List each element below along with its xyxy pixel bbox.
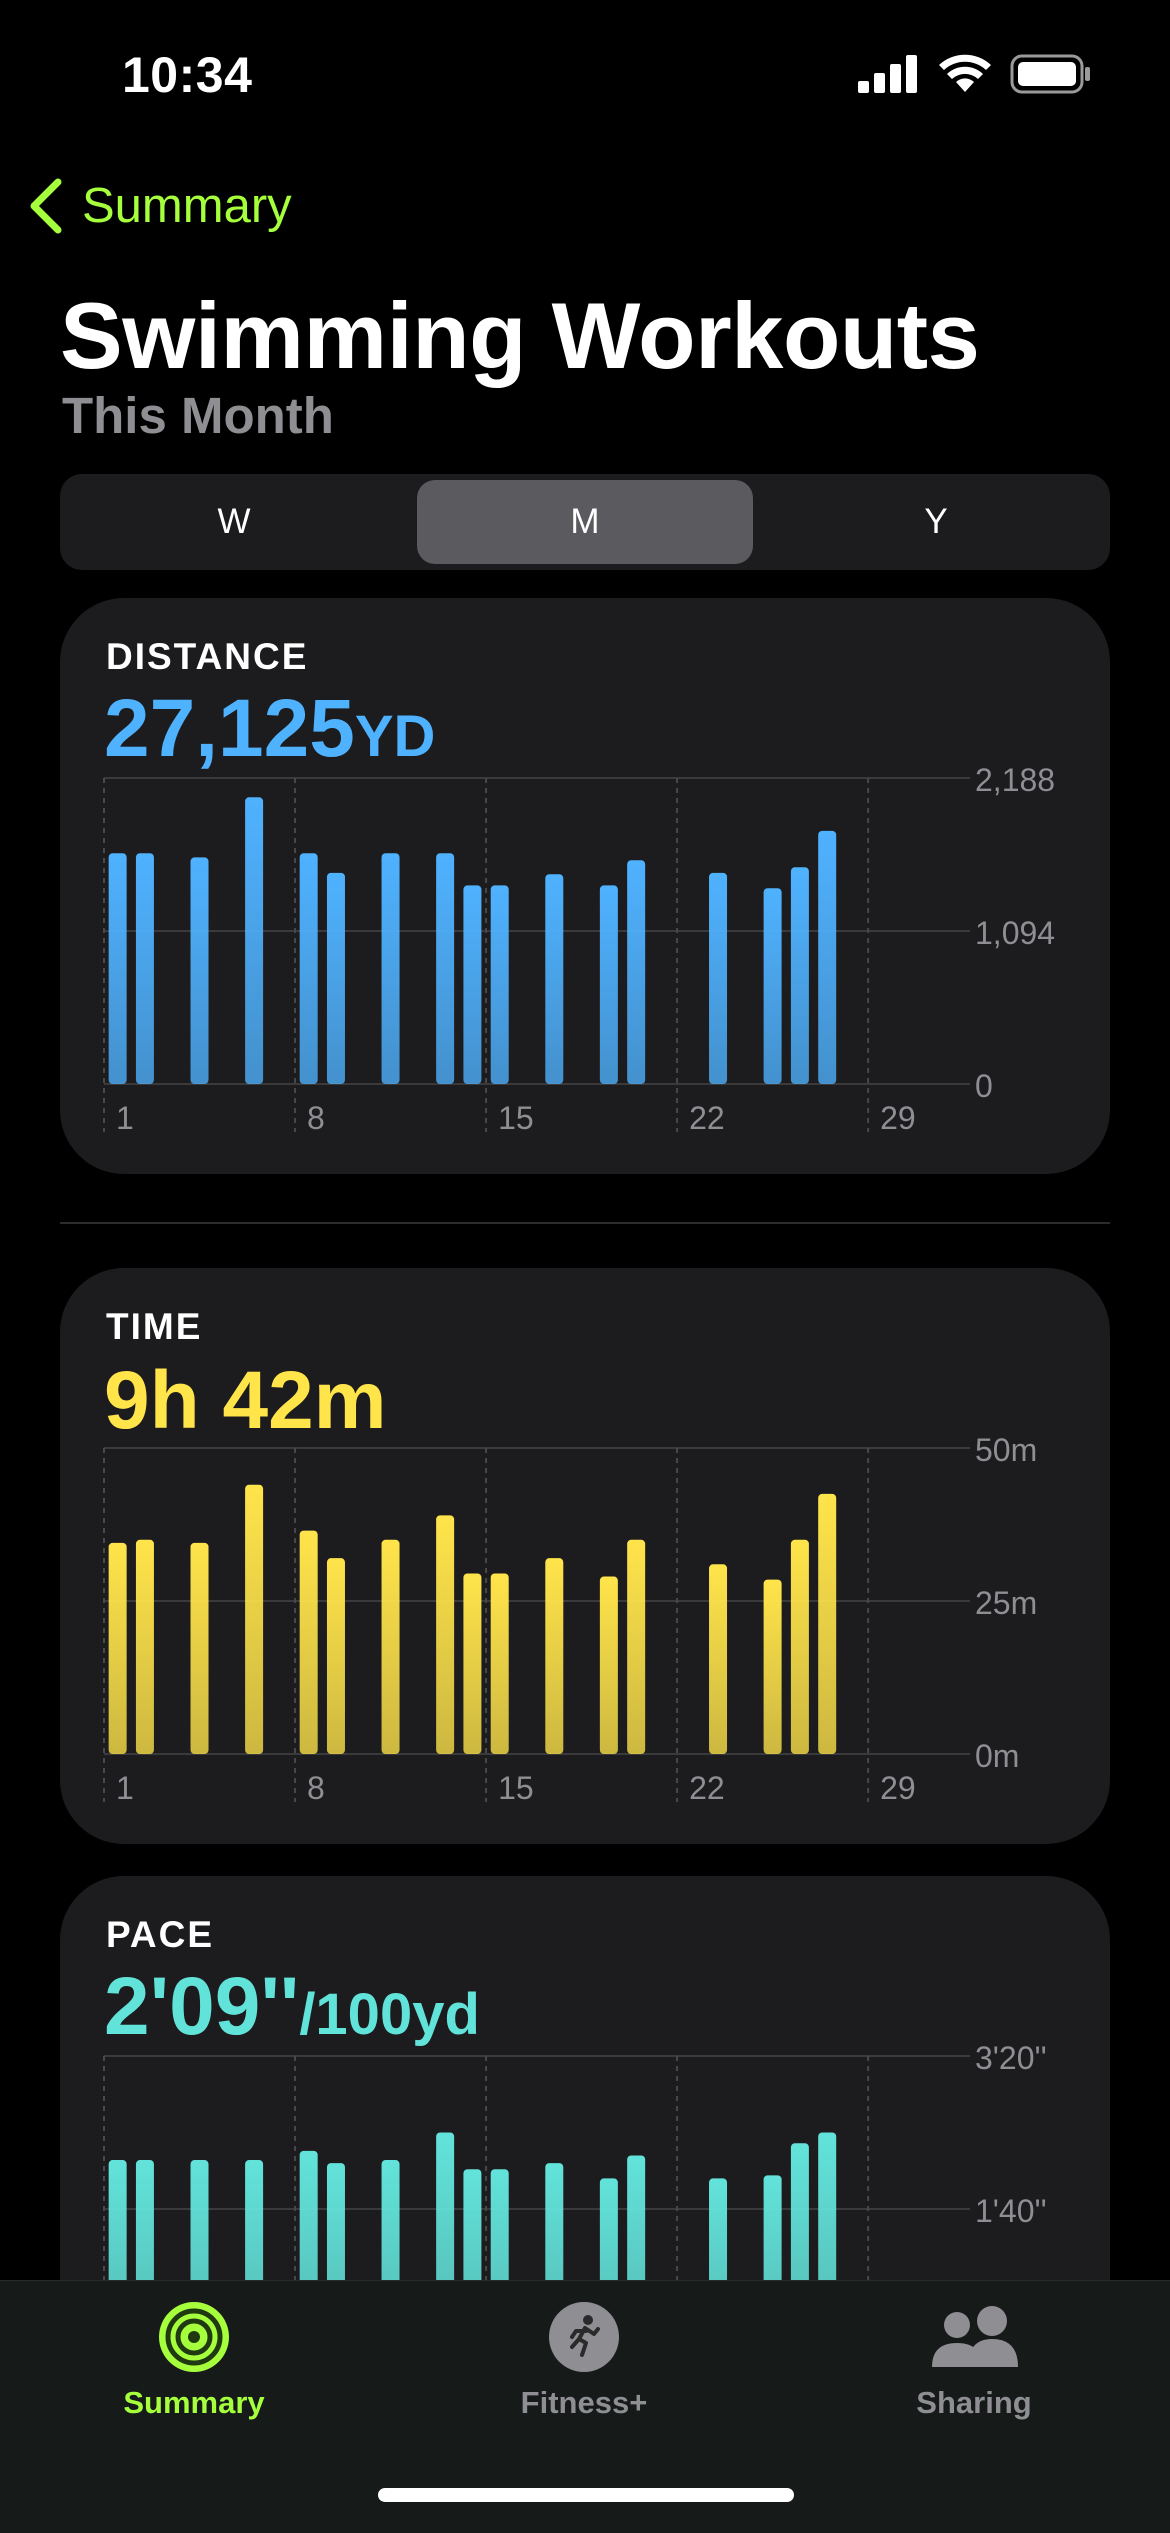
chart-y-tick-label: 1'40'': [975, 2193, 1047, 2229]
distance-number: 27,125: [104, 683, 355, 774]
pace-label: PACE: [106, 1914, 215, 1955]
chart-x-tick-label: 15: [498, 1770, 534, 1806]
chart-bar[interactable]: [463, 885, 482, 1084]
activity-rings-icon: [159, 2302, 229, 2372]
chart-bar[interactable]: [190, 857, 209, 1084]
chart-bar[interactable]: [599, 885, 618, 1084]
running-figure-icon: [549, 2302, 619, 2372]
chart-bar[interactable]: [763, 888, 782, 1084]
chart-bar[interactable]: [709, 1564, 728, 1754]
distance-card[interactable]: DISTANCE 27,125YD 2,188 1,094 0 1 8 15 22 29: [60, 598, 1110, 1174]
chart-bar[interactable]: [381, 853, 400, 1084]
chart-y-tick-label: 0: [975, 1068, 993, 1104]
time-label: TIME: [106, 1306, 203, 1347]
chart-bar[interactable]: [326, 872, 345, 1084]
wifi-icon: [939, 54, 991, 92]
chart-bar[interactable]: [463, 1573, 482, 1754]
chart-y-tick-label: 1,094: [975, 915, 1055, 951]
chart-bar[interactable]: [326, 1558, 345, 1754]
page-title: Swimming Workouts: [60, 283, 980, 388]
chart-bar[interactable]: [627, 1539, 646, 1754]
segment-month[interactable]: M: [417, 480, 753, 564]
chart-bar[interactable]: [790, 1539, 809, 1754]
chart-bar[interactable]: [790, 867, 809, 1084]
pace-unit: /100yd: [299, 1982, 480, 2047]
tab-fitness-plus-label: Fitness+: [520, 2385, 648, 2420]
chart-x-tick-label: 22: [689, 1100, 725, 1136]
chart-bar[interactable]: [818, 1493, 837, 1754]
chart-x-tick-label: 29: [880, 1770, 916, 1806]
back-button[interactable]: Summary: [26, 176, 292, 236]
chart-x-tick-label: 1: [116, 1770, 134, 1806]
status-time: 10:34: [122, 47, 253, 103]
page-subtitle: This Month: [62, 387, 334, 444]
pace-value: 2'09''/100yd: [104, 1960, 480, 2054]
chart-bar[interactable]: [245, 797, 264, 1084]
chart-y-tick-label: 25m: [975, 1585, 1037, 1621]
chart-y-tick-label: 2,188: [975, 762, 1055, 798]
pace-number: 2'09'': [104, 1961, 300, 2052]
tab-sharing-label: Sharing: [916, 2385, 1032, 2420]
time-chart: 50m 25m 0m 1 8 15 22 29: [103, 1432, 1037, 1806]
home-indicator: [378, 2488, 794, 2502]
tab-fitness-plus[interactable]: Fitness+: [454, 2301, 714, 2421]
chart-x-tick-label: 1: [116, 1100, 134, 1136]
chart-bar[interactable]: [190, 1542, 209, 1754]
chart-x-tick-label: 15: [498, 1100, 534, 1136]
back-button-label: Summary: [82, 179, 292, 233]
period-segmented-control: W M Y: [60, 474, 1110, 570]
segment-year[interactable]: Y: [924, 502, 948, 541]
chart-bar[interactable]: [490, 885, 509, 1084]
chart-bar[interactable]: [818, 830, 837, 1084]
chart-x-tick-label: 22: [689, 1770, 725, 1806]
chart-y-tick-label: 50m: [975, 1432, 1037, 1468]
chart-bar[interactable]: [545, 874, 564, 1084]
tab-sharing[interactable]: Sharing: [844, 2301, 1104, 2421]
chart-bar[interactable]: [135, 1539, 154, 1754]
distance-label: DISTANCE: [106, 636, 309, 677]
segment-week[interactable]: W: [217, 502, 251, 541]
chart-bar[interactable]: [545, 1558, 564, 1754]
chart-bar[interactable]: [381, 1539, 400, 1754]
time-number: 9h 42m: [104, 1355, 387, 1446]
chart-bar[interactable]: [709, 872, 728, 1084]
chart-x-tick-label: 29: [880, 1100, 916, 1136]
chart-y-tick-label: 0m: [975, 1738, 1019, 1774]
chart-x-tick-label: 8: [307, 1770, 325, 1806]
status-icons: [858, 54, 1092, 94]
chart-bar[interactable]: [108, 853, 127, 1084]
chart-bar[interactable]: [599, 1576, 618, 1754]
tab-summary[interactable]: Summary: [64, 2301, 324, 2421]
time-card[interactable]: TIME 9h 42m 50m 25m 0m 1 8 15 22 29: [60, 1268, 1110, 1844]
chart-bar[interactable]: [108, 1542, 127, 1754]
chart-bar[interactable]: [245, 1484, 264, 1754]
chart-bar[interactable]: [436, 1515, 455, 1754]
battery-icon: [1010, 54, 1090, 94]
chart-bar[interactable]: [627, 860, 646, 1084]
chart-y-tick-label: 3'20'': [975, 2040, 1047, 2076]
distance-chart: 2,188 1,094 0 1 8 15 22 29: [103, 762, 1055, 1136]
section-divider: [60, 1222, 1110, 1224]
cellular-signal-icon: [858, 55, 917, 93]
chart-x-tick-label: 8: [307, 1100, 325, 1136]
time-value: 9h 42m: [104, 1354, 387, 1448]
chart-bar[interactable]: [299, 1530, 318, 1754]
distance-value: 27,125YD: [104, 682, 435, 776]
chevron-left-icon: [30, 178, 62, 234]
people-icon: [932, 2306, 1018, 2367]
chart-bar[interactable]: [490, 1573, 509, 1754]
chart-bar[interactable]: [436, 853, 455, 1084]
chart-bar[interactable]: [135, 853, 154, 1084]
tab-summary-label: Summary: [123, 2385, 265, 2420]
chart-bar[interactable]: [763, 1579, 782, 1754]
distance-unit: YD: [354, 704, 436, 769]
chart-bar[interactable]: [299, 853, 318, 1084]
